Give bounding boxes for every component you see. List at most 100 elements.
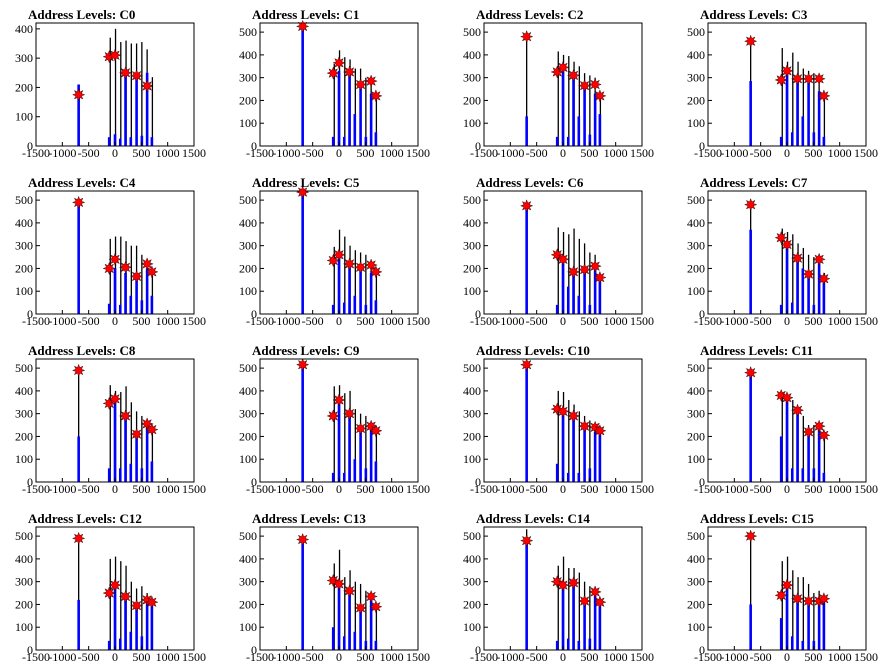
chart-svg-0: Address Levels: C0 0 100 200 300 400 -1500-100… — [15, 7, 206, 160]
star-marker — [566, 409, 581, 423]
y-tick-label: 0 — [27, 139, 33, 153]
x-tick-label: 1000 — [380, 650, 404, 664]
bar — [790, 636, 794, 650]
chart-title: Address Levels: C11 — [700, 343, 813, 358]
x-tick-label: -1500 — [470, 146, 498, 160]
star-marker — [577, 262, 592, 277]
chart-panel-8: Address Levels: C8 0 100 200 300 400 500 -1500-… — [0, 336, 224, 504]
y-tick-label: 0 — [251, 643, 257, 657]
bar — [354, 68, 356, 146]
bar — [557, 390, 559, 482]
y-tick-label: 500 — [463, 193, 481, 207]
y-tick-label: 0 — [251, 139, 257, 153]
star-marker — [108, 48, 122, 62]
bar — [812, 132, 816, 146]
x-tick-label: 1500 — [182, 650, 206, 664]
star-marker — [332, 577, 346, 591]
y-tick-label: 400 — [239, 48, 257, 62]
bar — [749, 229, 752, 314]
x-tick-label: 1000 — [156, 482, 180, 496]
bar — [796, 77, 799, 146]
x-tick-label: -1000 — [496, 314, 524, 328]
y-tick-label: 400 — [463, 216, 481, 230]
star-marker — [812, 419, 826, 433]
star-marker — [332, 56, 346, 70]
x-tick-label: -1500 — [694, 146, 722, 160]
y-tick-label: 300 — [239, 71, 257, 85]
star-marker — [364, 589, 378, 604]
y-tick-label: 0 — [475, 475, 481, 489]
bar — [342, 136, 346, 146]
bar — [114, 28, 117, 146]
y-tick-label: 500 — [687, 361, 705, 375]
y-tick-label: 100 — [15, 284, 33, 298]
bar — [109, 238, 111, 314]
bar — [150, 137, 154, 146]
bar — [779, 136, 783, 146]
star-marker — [145, 423, 159, 437]
bar — [135, 277, 138, 314]
star-marker — [353, 260, 368, 274]
star-marker — [790, 251, 805, 265]
bar — [588, 468, 592, 482]
bar — [353, 114, 357, 146]
bar — [525, 364, 528, 482]
y-tick-label: 200 — [463, 597, 481, 611]
x-tick-label: -1500 — [470, 482, 498, 496]
chart-svg-4: Address Levels: C40100200300400500-1500-… — [15, 175, 206, 328]
y-tick-label: 100 — [687, 116, 705, 130]
x-tick-label: -1000 — [272, 146, 300, 160]
bar — [151, 270, 154, 314]
x-tick-label: -1000 — [272, 314, 300, 328]
bar — [77, 84, 80, 146]
x-tick-label: 0 — [336, 650, 342, 664]
bar — [823, 95, 826, 146]
x-tick-label: 0 — [784, 482, 790, 496]
y-tick-label: 500 — [463, 361, 481, 375]
bar — [555, 304, 559, 314]
chart-panel-11: Address Levels: C11 0 100 200 300 400 500 -1500… — [672, 336, 896, 504]
bar — [812, 304, 816, 314]
y-tick-label: 400 — [687, 48, 705, 62]
bar — [572, 77, 575, 146]
y-tick-label: 0 — [475, 643, 481, 657]
star-marker — [774, 231, 788, 245]
star-marker — [140, 79, 154, 93]
bar — [348, 413, 351, 482]
x-tick-label: 1000 — [156, 146, 180, 160]
y-tick-label: 200 — [239, 429, 257, 443]
x-tick-label: 500 — [132, 482, 150, 496]
star-marker — [118, 260, 133, 274]
bar — [801, 468, 805, 482]
y-tick-label: 0 — [699, 307, 705, 321]
star-marker — [588, 585, 602, 599]
bar — [555, 463, 559, 482]
bar — [796, 597, 799, 650]
bar — [141, 586, 143, 650]
chart-title: Address Levels: C13 — [252, 511, 366, 526]
chart-panel-0: Address Levels: C0 0 100 200 300 400 -1500 -100… — [0, 0, 224, 168]
x-tick-label: -1000 — [496, 482, 524, 496]
bar — [107, 468, 111, 482]
bar — [583, 602, 586, 650]
chart-title: Address Levels: C15 — [700, 511, 814, 526]
bar — [598, 114, 602, 146]
y-tick-label: 500 — [239, 193, 257, 207]
bar — [141, 254, 143, 314]
x-tick-label: 500 — [580, 314, 598, 328]
bar — [342, 302, 346, 314]
x-tick-label: 1500 — [854, 482, 878, 496]
x-tick-label: 1500 — [630, 650, 654, 664]
bar — [812, 468, 816, 482]
star-marker — [817, 428, 831, 442]
bar — [150, 602, 154, 650]
bar — [369, 273, 373, 314]
x-tick-label: 1000 — [828, 314, 852, 328]
y-tick-label: 100 — [239, 452, 257, 466]
y-tick-label: 500 — [687, 529, 705, 543]
y-tick-label: 300 — [15, 51, 33, 65]
x-tick-label: 1000 — [828, 482, 852, 496]
bar — [77, 436, 80, 482]
bar — [124, 72, 127, 146]
x-tick-label: -1000 — [720, 650, 748, 664]
